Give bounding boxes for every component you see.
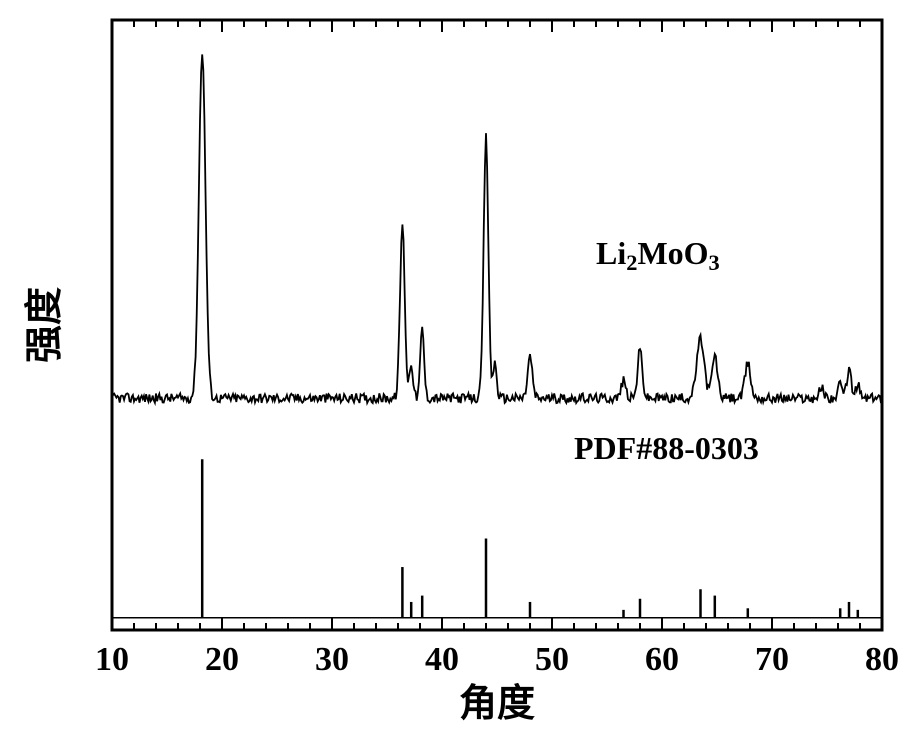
chart-svg: 10 20 30 40 50 60 70 80 角度 强度 PDF#88-0303 Li2MoO3 — [0, 0, 919, 746]
x-tick-label: 70 — [755, 641, 789, 678]
x-tick-label: 50 — [535, 641, 569, 678]
x-tick-label: 10 — [95, 641, 129, 678]
x-tick-label: 80 — [865, 641, 899, 678]
x-tick-label: 20 — [205, 641, 239, 678]
x-tick-label: 60 — [645, 641, 679, 678]
x-axis-label: 角度 — [459, 683, 535, 725]
x-tick-label: 40 — [425, 641, 459, 678]
x-tick-label: 30 — [315, 641, 349, 678]
reference-label: PDF#88-0303 — [574, 430, 759, 466]
y-axis-label: 强度 — [24, 287, 66, 363]
xrd-chart: 10 20 30 40 50 60 70 80 角度 强度 PDF#88-0303 Li2MoO3 — [0, 0, 919, 746]
pattern-label: Li2MoO3 — [596, 235, 720, 275]
